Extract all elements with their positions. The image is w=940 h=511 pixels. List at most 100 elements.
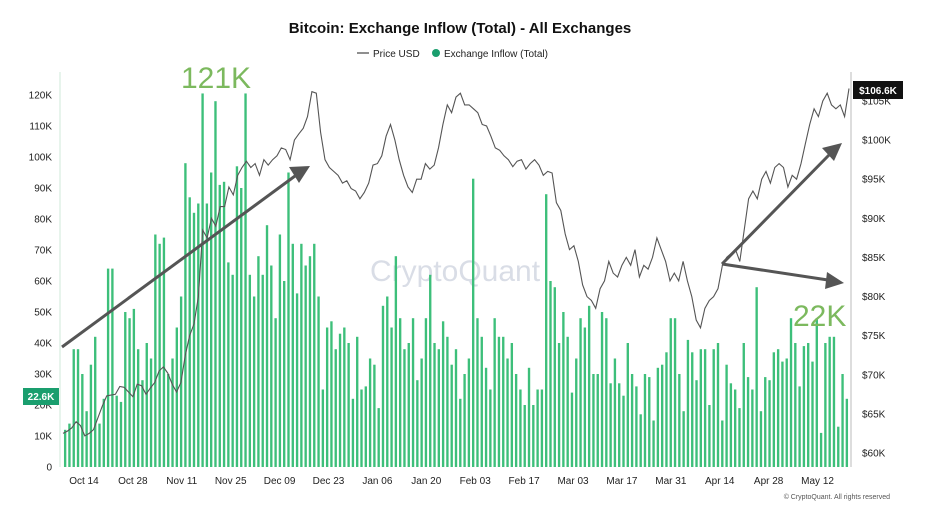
legend-inflow-label: Exchange Inflow (Total) [444, 49, 548, 60]
y-right-tick-label: $80K [862, 292, 886, 303]
inflow-bar [733, 389, 737, 467]
x-tick-label: Dec 09 [264, 476, 296, 487]
copyright: © CryptoQuant. All rights reserved [784, 493, 890, 501]
inflow-bar [231, 274, 234, 467]
trend-arrowhead-down-right [825, 272, 844, 289]
inflow-bar [386, 296, 389, 467]
inflow-badge-text: 22.6K [28, 392, 55, 403]
inflow-bar [171, 358, 174, 467]
inflow-bar [828, 336, 831, 467]
inflow-bar [480, 336, 483, 467]
inflow-bar [407, 343, 410, 467]
inflow-bar [76, 349, 80, 467]
y-left-tick-label: 60K [34, 277, 52, 288]
inflow-bar [351, 398, 355, 467]
inflow-bar [652, 420, 655, 467]
inflow-bar [368, 358, 372, 467]
inflow-bar [274, 318, 277, 467]
y-left-tick-label: 110K [29, 122, 52, 133]
inflow-bar [72, 349, 75, 467]
inflow-bar [441, 321, 445, 467]
inflow-bar [373, 364, 376, 467]
inflow-bar [132, 308, 136, 467]
inflow-bar [257, 256, 260, 467]
inflow-bar [136, 349, 140, 467]
inflow-bar [394, 256, 398, 467]
inflow-bar [106, 268, 110, 467]
inflow-bar [287, 172, 290, 467]
inflow-bar [145, 343, 148, 467]
inflow-bar [815, 318, 818, 467]
watermark: CryptoQuant [370, 255, 541, 288]
inflow-bar [467, 358, 471, 467]
inflow-bar [832, 336, 836, 467]
inflow-bar [283, 281, 286, 467]
y-right-tick-label: $100K [862, 136, 891, 147]
inflow-bar [235, 166, 239, 468]
inflow-bar [622, 395, 625, 467]
inflow-bar [364, 386, 367, 467]
y-left-tick-label: 0 [46, 463, 52, 474]
x-tick-label: Jan 06 [362, 476, 392, 487]
inflow-bar [295, 293, 299, 467]
inflow-bar [98, 423, 101, 467]
inflow-bar [248, 274, 252, 467]
inflow-bar [549, 281, 552, 467]
inflow-bar [330, 321, 333, 467]
inflow-bar [214, 101, 217, 467]
inflow-bar [665, 352, 668, 467]
inflow-bar [545, 194, 548, 467]
right-axis: $60K $65K $70K $75K $80K $85K $90K $95K $100K $10… [862, 97, 891, 460]
y-right-tick-label: $105K [862, 97, 891, 108]
y-right-tick-label: $70K [862, 370, 886, 381]
inflow-bar [94, 336, 97, 467]
inflow-bar [308, 256, 312, 467]
inflow-bar [699, 349, 703, 467]
trend-arrow-up-right [720, 153, 831, 266]
inflow-bar [85, 411, 88, 467]
y-left-tick-label: 40K [34, 339, 52, 350]
price-line [62, 88, 850, 437]
x-tick-label: Apr 28 [754, 476, 784, 487]
inflow-bar [424, 318, 428, 467]
inflow-bar [536, 389, 539, 467]
inflow-bar [429, 274, 432, 467]
inflow-bar [751, 389, 754, 467]
inflow-bar [459, 398, 462, 467]
inflow-bar [807, 343, 810, 467]
inflow-bar [776, 349, 780, 467]
inflow-bar [506, 358, 509, 467]
y-left-tick-label: 10K [34, 432, 52, 443]
inflow-bar [356, 336, 359, 467]
x-tick-label: May 12 [801, 476, 834, 487]
inflow-bar [596, 374, 599, 467]
inflow-badge-bg [23, 388, 59, 405]
inflow-bar [510, 343, 514, 467]
trend-arrow-up-left [61, 174, 296, 349]
inflow-bar [119, 401, 123, 467]
inflow-bar [240, 188, 243, 467]
inflow-bar [416, 380, 419, 467]
y-left-tick-label: 120K [29, 91, 53, 102]
inflow-bar [403, 349, 406, 467]
inflow-bar [89, 364, 93, 467]
inflow-bar [192, 212, 196, 467]
inflow-bar [609, 383, 612, 467]
inflow-bar [721, 420, 724, 467]
inflow-bar [841, 374, 844, 467]
inflow-bar [673, 318, 677, 467]
inflow-bar [811, 361, 814, 467]
inflow-bar [729, 383, 733, 467]
y-right-tick-label: $95K [862, 175, 886, 186]
y-right-tick-label: $60K [862, 449, 886, 460]
x-tick-label: Oct 28 [118, 476, 148, 487]
inflow-bar [313, 243, 316, 467]
inflow-bar [557, 343, 561, 467]
trend-arrows [61, 143, 844, 349]
inflow-bar [789, 318, 793, 467]
annotation-22k: 22K [793, 300, 846, 333]
inflow-bar [523, 405, 526, 467]
inflow-bar [317, 296, 320, 467]
